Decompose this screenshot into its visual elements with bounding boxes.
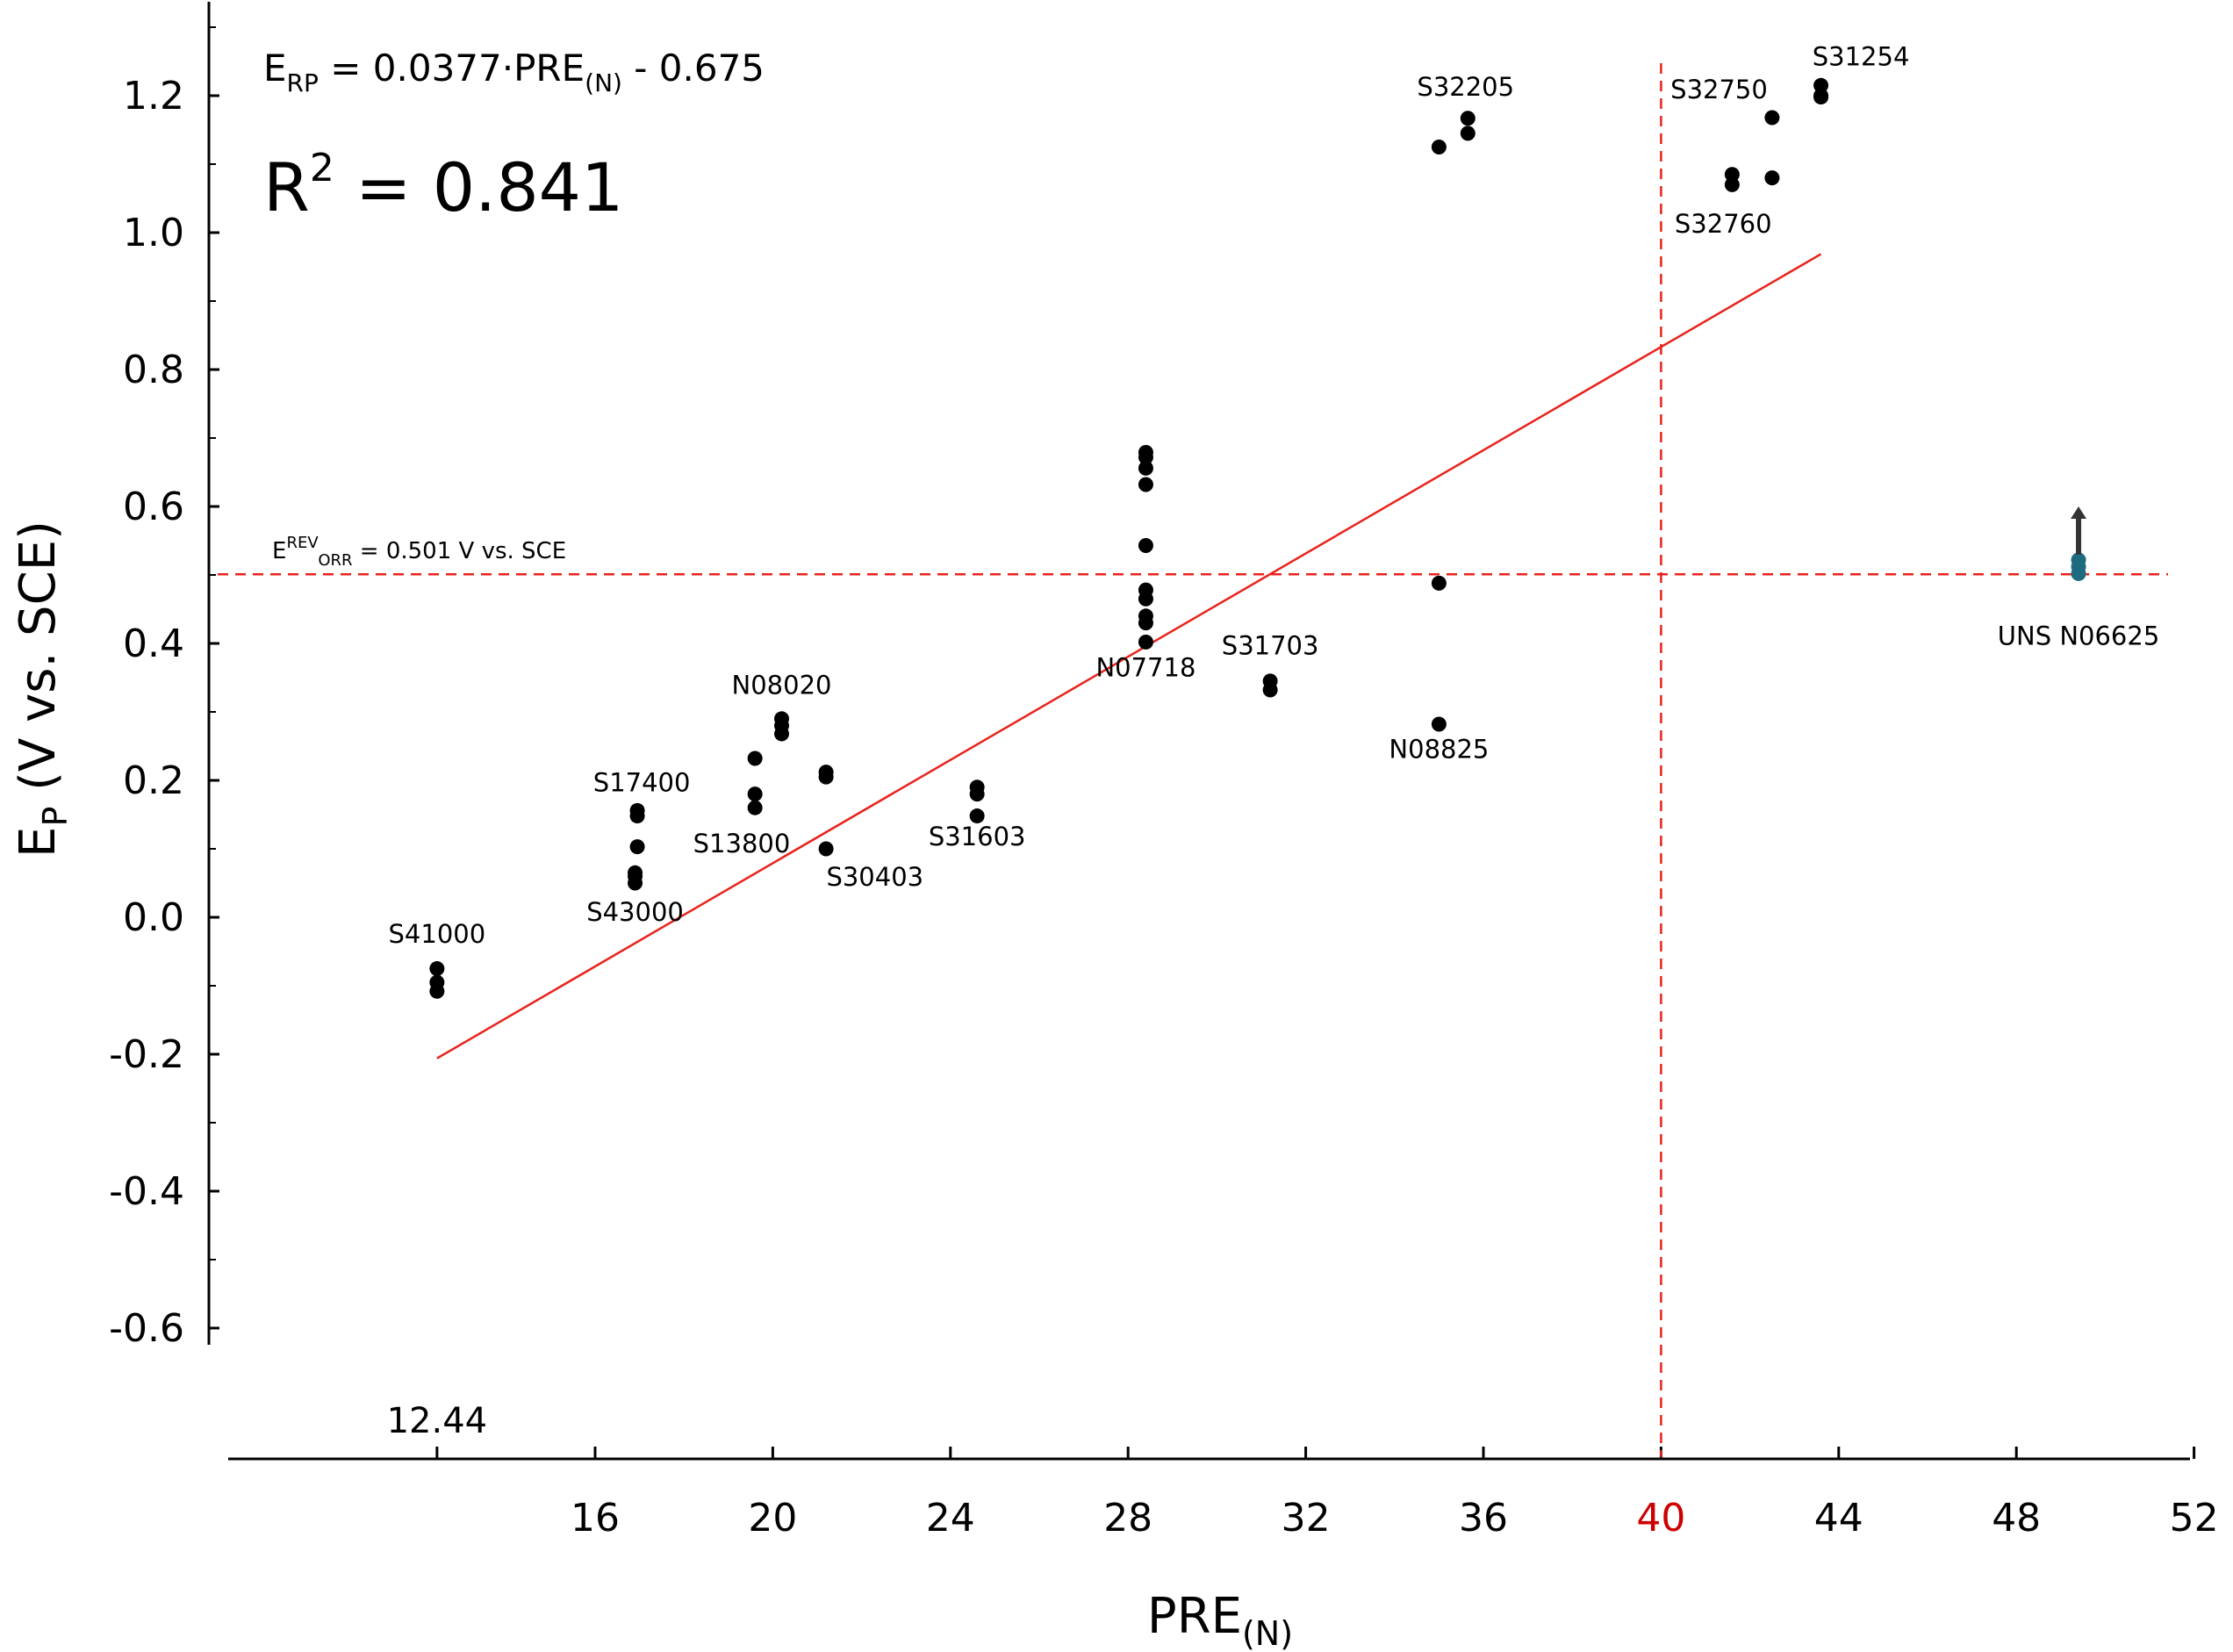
y-tick-label: 0.4 [123, 621, 184, 666]
point-label: S32760 [1675, 209, 1772, 239]
y-tick-label: 0.2 [123, 758, 184, 803]
x-tick-label: 20 [748, 1496, 797, 1541]
x-tick-label: 40 [1636, 1496, 1685, 1541]
point-label: UNS N06625 [1998, 621, 2160, 651]
point-label: S43000 [586, 897, 684, 927]
point-label: N08020 [732, 671, 832, 700]
data-point [818, 841, 834, 857]
data-point [2071, 552, 2086, 568]
data-point [628, 865, 643, 880]
data-point [1460, 126, 1476, 141]
regression-line [436, 253, 1822, 1059]
data-point [629, 839, 645, 855]
y-tick-label: -0.4 [109, 1169, 184, 1214]
r-squared: R2 = 0.841 [263, 146, 623, 226]
data-point [747, 751, 763, 766]
data-point [1724, 176, 1740, 192]
point-label: S31254 [1813, 42, 1910, 72]
x-tick-label: 24 [926, 1496, 975, 1541]
y-tick-label: -0.2 [109, 1032, 184, 1077]
data-point [1138, 537, 1153, 553]
data-point [1764, 170, 1780, 186]
data-point [818, 765, 834, 780]
data-point [774, 711, 790, 727]
annotations: ERP = 0.0377·PRE(N) - 0.675 R2 = 0.841 [263, 47, 765, 226]
x-tick-label: 52 [2170, 1496, 2219, 1541]
data-point [1460, 111, 1476, 126]
x-axis-title: PRE(N) [1147, 1588, 1293, 1652]
data-point [747, 786, 763, 802]
point-label: S31703 [1222, 630, 1319, 660]
data-point [1138, 477, 1153, 492]
point-label: S17400 [593, 767, 691, 797]
data-points [429, 77, 2087, 999]
x-tick-label: 48 [1992, 1496, 2041, 1541]
regression-equation: ERP = 0.0377·PRE(N) - 0.675 [263, 47, 765, 97]
data-point [969, 779, 985, 795]
data-point [629, 802, 645, 818]
data-point [747, 800, 763, 815]
reference-line-label: EREVORR = 0.501 V vs. SCE [272, 534, 566, 570]
data-point [969, 808, 985, 824]
y-tick-label: -0.6 [109, 1306, 184, 1351]
data-point [1431, 716, 1447, 732]
data-point [429, 983, 445, 999]
y-tick-label: 1.0 [123, 211, 184, 255]
data-point [1813, 77, 1829, 93]
x-extra-tick-label: 12.44 [387, 1401, 488, 1441]
data-point [1262, 673, 1278, 689]
point-label: S31603 [929, 822, 1026, 851]
data-point [1138, 608, 1153, 624]
data-point [1764, 110, 1780, 126]
y-tick-label: 0.0 [123, 895, 184, 940]
data-point [1138, 444, 1153, 460]
y-tick-label: 0.6 [123, 485, 184, 529]
axes: -0.6 -0.4 -0.2 0.0 0.2 0.4 0.6 0.8 1.0 1.2 16 20 24 2… [10, 2, 2219, 1652]
data-point [1138, 460, 1153, 476]
x-tick-label: 16 [571, 1496, 620, 1541]
point-label: S41000 [389, 919, 486, 949]
x-tick-label: 36 [1459, 1496, 1508, 1541]
point-label: S13800 [693, 829, 791, 858]
y-tick-label: 1.2 [123, 74, 184, 119]
arrow-head [2071, 506, 2087, 519]
data-point [1724, 167, 1740, 183]
data-point [1431, 140, 1447, 154]
data-point [1431, 575, 1447, 591]
data-point [429, 961, 445, 976]
point-label: S30403 [826, 862, 923, 892]
reference-lines: EREVORR = 0.501 V vs. SCE [218, 63, 2168, 1457]
x-tick-label: 44 [1814, 1496, 1863, 1541]
data-point [1138, 634, 1153, 650]
point-label: S32205 [1417, 72, 1514, 102]
point-label: S32750 [1670, 75, 1768, 104]
regression-fit-line [436, 253, 1822, 1059]
point-labels: S41000 S43000 S17400 S13800 N08020 S30403S316… [389, 42, 2160, 949]
data-point [1813, 88, 1829, 104]
point-label: N07718 [1095, 652, 1195, 682]
point-label: N08825 [1389, 734, 1489, 764]
x-tick-label: 28 [1103, 1496, 1152, 1541]
data-point [1138, 582, 1153, 598]
x-tick-label: 32 [1282, 1496, 1331, 1541]
y-axis-title: EP (V vs. SCE) [10, 521, 75, 858]
y-tick-label: 0.8 [123, 348, 184, 392]
